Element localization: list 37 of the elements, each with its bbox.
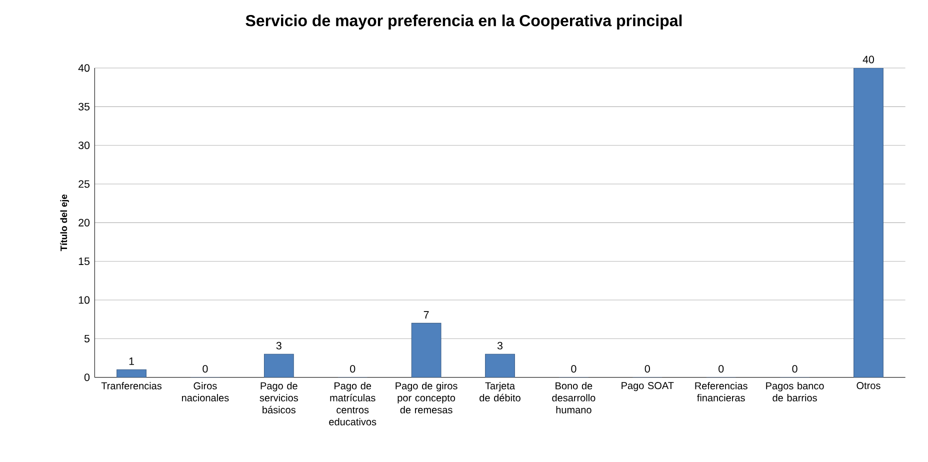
x-tick-label: Pago SOAT xyxy=(622,382,674,392)
data-label: 40 xyxy=(862,56,874,64)
x-tick-label: Tranferencias xyxy=(101,382,162,390)
y-tick-label: 10 xyxy=(78,296,90,304)
x-tick-label: Pago de giros por concepto de remesas xyxy=(396,382,458,414)
y-tick-label: 20 xyxy=(78,218,90,226)
y-tick-label: 25 xyxy=(78,180,90,188)
x-tick-label: Pago de servicios básicos xyxy=(260,382,298,414)
x-tick-label: Pago de matrículas centros educativos xyxy=(329,382,376,426)
x-tick-label: Tarjeta de débito xyxy=(480,382,520,402)
data-label: 0 xyxy=(202,365,208,373)
data-label: 0 xyxy=(792,365,798,373)
bar xyxy=(264,354,294,378)
data-label: 7 xyxy=(424,311,429,318)
data-label: 0 xyxy=(644,365,650,373)
data-label: 1 xyxy=(129,358,134,365)
x-tick-label: Giros nacionales xyxy=(182,382,229,402)
data-label: 3 xyxy=(497,342,502,350)
y-tick-label: 30 xyxy=(78,142,90,150)
x-tick-label: Otros xyxy=(856,382,880,390)
bar xyxy=(411,322,442,378)
y-tick-label: 5 xyxy=(84,334,90,342)
y-axis-title: Título del eje xyxy=(60,194,69,252)
y-tick-label: 0 xyxy=(84,374,90,382)
data-label: 0 xyxy=(350,365,356,373)
y-tick-label: 40 xyxy=(78,64,90,72)
y-tick-label: 15 xyxy=(78,258,90,266)
bar xyxy=(485,354,515,378)
chart-title: Servicio de mayor preferencia en la Cooperativa principal xyxy=(246,14,682,30)
y-tick-label: 35 xyxy=(78,102,90,110)
x-tick-label: Bono de desarrollo humano xyxy=(552,382,596,414)
data-label: 0 xyxy=(571,365,576,373)
x-tick-label: Pagos banco de barrios xyxy=(766,382,824,402)
data-label: 0 xyxy=(718,365,724,373)
x-tick-label: Referencias financieras xyxy=(695,382,748,402)
bar xyxy=(854,68,884,378)
data-label: 3 xyxy=(276,342,282,350)
